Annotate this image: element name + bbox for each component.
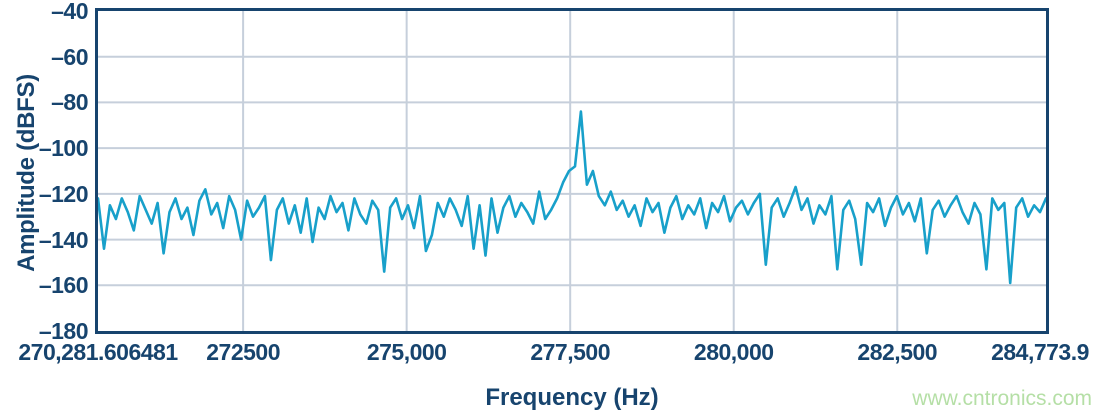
y-tick-label: –120 xyxy=(38,180,89,207)
x-tick-label: 284,773.9 xyxy=(991,339,1089,365)
x-tick-label: 275,000 xyxy=(366,339,447,365)
y-tick-label: –160 xyxy=(38,272,89,299)
x-tick-label: 270,281.606481 xyxy=(18,339,178,365)
y-tick-label: –40 xyxy=(51,0,88,24)
y-tick-label: –80 xyxy=(51,89,88,116)
plot-canvas xyxy=(98,11,1046,331)
x-tick-label: 272500 xyxy=(206,339,280,365)
y-tick-label: –180 xyxy=(38,318,89,344)
x-tick-label: 282,500 xyxy=(857,339,938,365)
y-tick-label: –140 xyxy=(38,226,89,253)
plot-area xyxy=(95,8,1049,334)
y-tick-label: –60 xyxy=(51,43,88,70)
x-tick-label: 280,000 xyxy=(693,339,774,365)
grid-lines xyxy=(98,11,1046,331)
spectrum-trace xyxy=(98,110,1046,285)
y-tick-label: –100 xyxy=(38,135,89,162)
x-axis-title: Frequency (Hz) xyxy=(485,384,659,411)
watermark-text: www.cntronics.com xyxy=(912,387,1092,410)
x-tick-label: 277,500 xyxy=(530,339,610,365)
